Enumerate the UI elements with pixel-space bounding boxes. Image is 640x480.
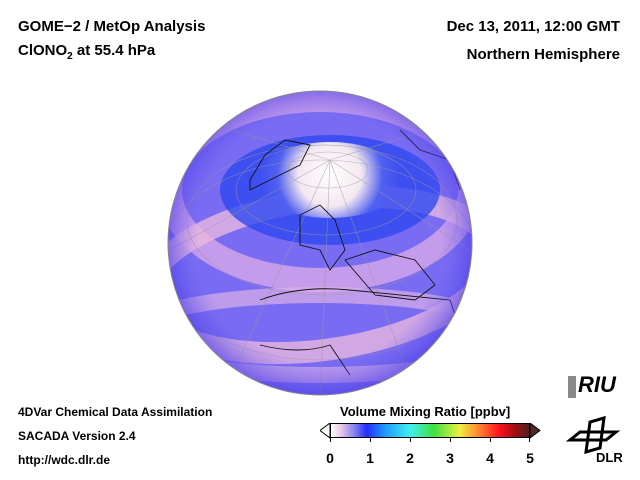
riu-logo: RIU: [568, 372, 616, 398]
colorbar-tick: [370, 438, 371, 442]
colorbar-tick-label: 0: [326, 450, 334, 466]
footer-line-2: SACADA Version 2.4: [18, 429, 136, 443]
colorbar-tick: [450, 438, 451, 442]
species-label: ClONO2 at 55.4 hPa: [18, 42, 155, 62]
footer-line-1: 4DVar Chemical Data Assimilation: [18, 405, 213, 419]
colorbar-tick: [529, 438, 530, 442]
region: Northern Hemisphere: [466, 46, 620, 63]
colorbar-tick-label: 4: [486, 450, 494, 466]
date: Dec 13, 2011, 12:00 GMT: [446, 18, 620, 35]
colorbar-tick-label: 3: [446, 450, 454, 466]
species-subscript: 2: [67, 51, 73, 62]
colorbar-max-arrow: [529, 423, 541, 439]
colorbar-tick-label: 5: [526, 450, 534, 466]
dlr-logo-icon: [566, 415, 621, 454]
riu-logo-text: RIU: [578, 372, 616, 397]
title: GOME−2 / MetOp Analysis: [18, 18, 206, 35]
colorbar-tick-label: 2: [406, 450, 414, 466]
colorbar-tick: [490, 438, 491, 442]
colorbar-min-arrow: [320, 423, 331, 439]
colorbar-tick: [410, 438, 411, 442]
footer-url[interactable]: http://wdc.dlr.de: [18, 453, 110, 467]
colorbar: [330, 423, 530, 438]
dlr-logo-text: DLR: [596, 450, 623, 465]
colorbar-tick: [330, 438, 331, 442]
colorbar-title: Volume Mixing Ratio [ppbv]: [340, 404, 511, 419]
species: ClONO: [18, 42, 68, 59]
colorbar-tick-label: 1: [366, 450, 374, 466]
riu-tower-icon: [568, 376, 576, 398]
pressure-level: at 55.4 hPa: [72, 42, 156, 59]
